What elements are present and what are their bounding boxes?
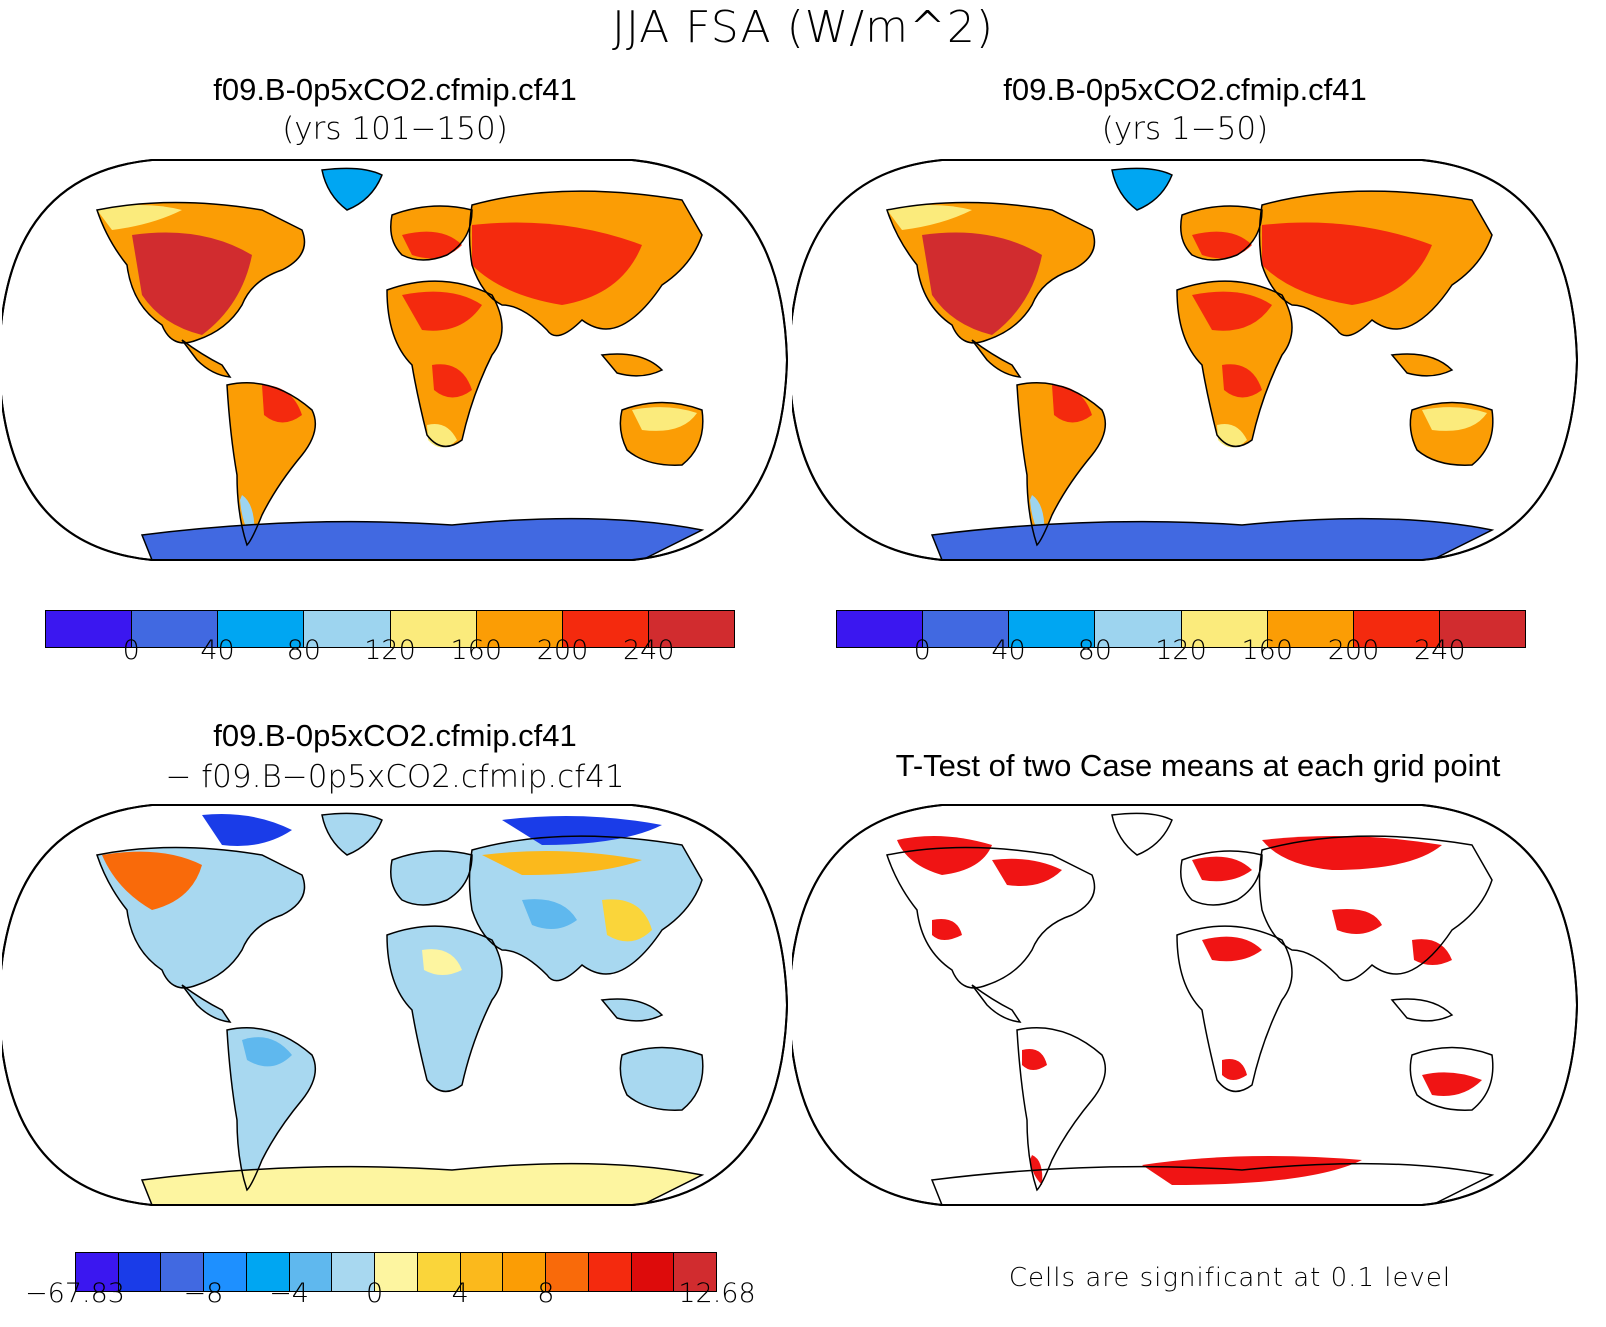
colorbar-cell: [503, 1253, 547, 1291]
panel-title-bottom-right: T-Test of two Case means at each grid po…: [895, 748, 1501, 783]
colorbar-tick-label: 80: [286, 635, 321, 666]
colorbar-cell: [332, 1253, 376, 1291]
colorbar-tick-label: 12.68: [678, 1278, 756, 1309]
colorbar-cell: [588, 1253, 632, 1291]
colorbar-cell: [304, 611, 391, 647]
colorbar-cell: [132, 611, 219, 647]
map-top-right: [792, 159, 1579, 561]
colorbar-cell: [204, 1253, 247, 1291]
colorbar-cell: [246, 1253, 290, 1291]
colorbar-top-left: [45, 610, 735, 648]
colorbar-tick-label: 8: [537, 1278, 555, 1309]
colorbar-cell: [674, 1253, 717, 1291]
colorbar-cell: [1181, 611, 1268, 647]
colorbar-cell: [1009, 611, 1096, 647]
colorbar-tick-label: 160: [450, 635, 503, 666]
colorbar-tick-label: 120: [1155, 635, 1207, 666]
colorbar-tick-label: 80: [1077, 635, 1112, 666]
panel-title-top-left: f09.B-0p5xCO2.cfmip.cf41: [213, 72, 577, 107]
colorbar-cell: [1267, 611, 1354, 647]
colorbar-cell: [161, 1253, 205, 1291]
colorbar-cell: [546, 1253, 589, 1291]
colorbar-cell: [460, 1253, 504, 1291]
colorbar-top-right: [836, 610, 1526, 648]
colorbar-cell: [46, 611, 133, 647]
map-top-left: [2, 159, 789, 561]
colorbar-tick-label: 200: [1327, 635, 1380, 666]
colorbar-tick-label: 240: [622, 635, 675, 666]
colorbar-tick-label: 4: [451, 1278, 469, 1309]
colorbar-tick-label: 200: [536, 635, 589, 666]
colorbar-cell: [417, 1253, 461, 1291]
colorbar-cell: [631, 1253, 675, 1291]
colorbar-tick-label: 0: [122, 635, 140, 666]
colorbar-cell: [218, 611, 305, 647]
colorbar-cell: [289, 1253, 333, 1291]
colorbar-cell: [390, 611, 477, 647]
colorbar-cell: [923, 611, 1010, 647]
colorbar-cell: [1353, 611, 1440, 647]
colorbar-tick-label: −8: [183, 1278, 224, 1309]
colorbar-cell: [837, 611, 924, 647]
colorbar-tick-label: 120: [364, 635, 416, 666]
colorbar-cell: [118, 1253, 162, 1291]
colorbar-tick-label: 0: [366, 1278, 384, 1309]
panel-subtitle-top-right: (yrs 1−50): [1101, 111, 1269, 147]
colorbar-cell: [1095, 611, 1182, 647]
panel-title-top-right: f09.B-0p5xCO2.cfmip.cf41: [1003, 72, 1367, 107]
colorbar-tick-label: 40: [991, 635, 1026, 666]
colorbar-tick-label: 40: [200, 635, 235, 666]
colorbar-cell: [375, 1253, 418, 1291]
colorbar-tick-label: −4: [269, 1278, 309, 1309]
colorbar-bottom-left: [75, 1252, 717, 1292]
panel-subtitle-top-left: (yrs 101−150): [282, 111, 508, 147]
colorbar-cell: [648, 611, 734, 647]
colorbar-tick-label: 0: [913, 635, 931, 666]
colorbar-cell: [562, 611, 649, 647]
colorbar-cell: [76, 1253, 119, 1291]
panel-subtitle-bottom-left: − f09.B−0p5xCO2.cfmip.cf41: [165, 759, 625, 795]
panel-title-bottom-left: f09.B-0p5xCO2.cfmip.cf41: [213, 718, 577, 753]
map-bottom-right: [792, 804, 1579, 1206]
colorbar-cell: [476, 611, 563, 647]
significance-note: Cells are significant at 0.1 level: [1008, 1263, 1452, 1293]
colorbar-cell: [1439, 611, 1525, 647]
map-bottom-left: [2, 804, 789, 1206]
figure-title: JJA FSA (W/m^2): [611, 2, 995, 53]
colorbar-tick-label: −67.83: [25, 1278, 125, 1309]
colorbar-tick-label: 160: [1241, 635, 1294, 666]
colorbar-tick-label: 240: [1413, 635, 1466, 666]
